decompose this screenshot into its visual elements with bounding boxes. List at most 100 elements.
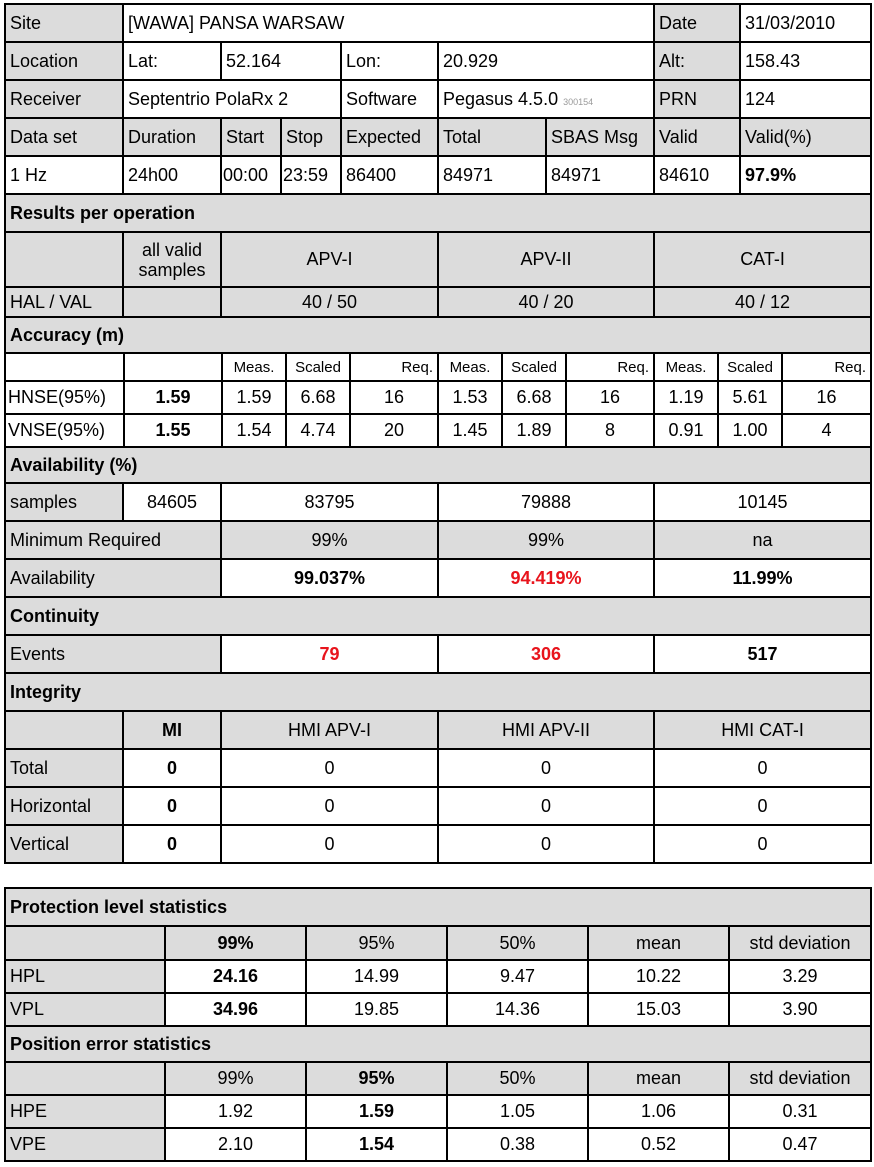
acc-sub-scaled-2: Scaled (501, 355, 567, 379)
integrity-horizontal-mi: 0 (122, 786, 222, 826)
pe-95-header: 95% (305, 1061, 448, 1096)
integrity-corner (4, 710, 124, 750)
accuracy-subheader-row: Meas. Scaled Req. Meas. Scaled Req. Meas… (3, 352, 873, 382)
continuity-section-row: Continuity (3, 596, 873, 636)
prn-value: 124 (739, 79, 873, 119)
events-row: Events 79 306 517 (4, 634, 873, 674)
hnse-apv1-meas: 1.59 (221, 383, 287, 415)
pl-99-header: 99% (164, 925, 307, 961)
duration-value: 24h00 (122, 155, 222, 195)
accuracy-rows-cell: HNSE(95%) 1.59 1.59 6.68 16 1.53 6.68 16… (3, 380, 873, 448)
acc-sub-req-1: Req. (349, 355, 439, 379)
hmi-apv1-header: HMI APV-I (220, 710, 439, 750)
continuity-section-title: Continuity (3, 596, 873, 636)
integrity-total-mi: 0 (122, 748, 222, 788)
hal-val-all (122, 286, 222, 318)
acc-sub-blank-1 (7, 355, 125, 379)
min-required-row: Minimum Required 99% 99% na (4, 520, 873, 560)
duration-header: Duration (122, 117, 222, 157)
hpe-99: 1.92 (164, 1094, 307, 1129)
hal-val-row: HAL / VAL 40 / 50 40 / 20 40 / 12 (4, 286, 873, 318)
op-header-cat1: CAT-I (653, 231, 873, 288)
vpl-95: 19.85 (305, 992, 448, 1027)
events-cat1: 517 (653, 634, 873, 674)
expected-value: 86400 (340, 155, 439, 195)
hpe-50: 1.05 (446, 1094, 589, 1129)
hmi-cat1-header: HMI CAT-I (653, 710, 873, 750)
date-value: 31/03/2010 (739, 3, 873, 43)
availability-section-row: Availability (%) (3, 446, 873, 484)
vpl-99: 34.96 (164, 992, 307, 1027)
integrity-header-row: MI HMI APV-I HMI APV-II HMI CAT-I (4, 710, 873, 750)
sbas-msg-value: 84971 (544, 155, 656, 195)
accuracy-subheader-cell: Meas. Scaled Req. Meas. Scaled Req. Meas… (3, 352, 873, 382)
vpe-mean: 0.52 (587, 1127, 730, 1162)
op-header-apv2: APV-II (436, 231, 656, 288)
receiver-label: Receiver (4, 79, 124, 119)
vpe-95: 1.54 (305, 1127, 448, 1162)
valid-header: Valid (653, 117, 742, 157)
hpl-99: 24.16 (164, 959, 307, 994)
hpe-std: 0.31 (727, 1094, 873, 1129)
date-label: Date (653, 3, 742, 43)
acc-sub-meas-3: Meas. (653, 355, 719, 379)
integrity-vertical-apv2: 0 (436, 824, 656, 864)
vnse-apv2-meas: 1.45 (437, 413, 503, 445)
hpe-row: HPE 1.92 1.59 1.05 1.06 0.31 (4, 1094, 873, 1129)
accuracy-section-row: Accuracy (m) (3, 316, 873, 354)
pl-mean-header: mean (587, 925, 730, 961)
position-section-title: Position error statistics (3, 1025, 873, 1063)
hpl-row: HPL 24.16 14.99 9.47 10.22 3.29 (4, 959, 873, 994)
min-required-apv2: 99% (436, 520, 656, 560)
hnse-cat1-req: 16 (780, 383, 870, 415)
integrity-horizontal-row: Horizontal 0 0 0 0 (4, 786, 873, 826)
pe-99-header: 99% (164, 1061, 307, 1096)
alt-value: 158.43 (739, 41, 873, 81)
statistics-table: Protection level statistics 99% 95% 50% … (3, 887, 873, 1162)
vpe-row: VPE 2.10 1.54 0.38 0.52 0.47 (4, 1127, 873, 1162)
hpl-label: HPL (4, 959, 166, 994)
position-section-row: Position error statistics (3, 1025, 873, 1063)
site-row: Site [WAWA] PANSA WARSAW Date 31/03/2010 (4, 3, 873, 43)
min-required-cat1: na (653, 520, 873, 560)
valid-pct-header: Valid(%) (739, 117, 873, 157)
pe-mean-header: mean (587, 1061, 730, 1096)
operations-header-row: all valid samples APV-I APV-II CAT-I (4, 231, 873, 288)
receiver-value: Septentrio PolaRx 2 (122, 79, 342, 119)
acc-sub-req-3: Req. (780, 355, 870, 379)
hal-val-label: HAL / VAL (4, 286, 124, 318)
vnse-row: VNSE(95%) 1.55 1.54 4.74 20 1.45 1.89 8 … (7, 413, 870, 445)
min-required-label: Minimum Required (4, 520, 222, 560)
hnse-apv2-meas: 1.53 (437, 383, 503, 415)
hpe-label: HPE (4, 1094, 166, 1129)
all-valid-line1: all valid (141, 239, 203, 260)
start-header: Start (220, 117, 282, 157)
valid-pct-value: 97.9% (739, 155, 873, 195)
hal-val-apv2: 40 / 20 (436, 286, 656, 318)
operations-corner (4, 231, 124, 288)
integrity-horizontal-label: Horizontal (4, 786, 124, 826)
op-header-apv1: APV-I (220, 231, 439, 288)
hpl-mean: 10.22 (587, 959, 730, 994)
lat-label: Lat: (122, 41, 222, 81)
vpl-mean: 15.03 (587, 992, 730, 1027)
all-valid-samples-header: all valid samples (122, 231, 222, 288)
min-required-apv1: 99% (220, 520, 439, 560)
samples-row: samples 84605 83795 79888 10145 (4, 482, 873, 522)
vpe-50: 0.38 (446, 1127, 589, 1162)
accuracy-subheader-table: Meas. Scaled Req. Meas. Scaled Req. Meas… (7, 355, 870, 379)
hpe-95: 1.59 (305, 1094, 448, 1129)
vnse-label: VNSE(95%) (7, 413, 125, 445)
hmi-apv2-header: HMI APV-II (436, 710, 656, 750)
acc-sub-scaled-1: Scaled (285, 355, 351, 379)
availability-section-title: Availability (%) (3, 446, 873, 484)
all-valid-line2: samples (138, 259, 206, 280)
vpl-50: 14.36 (446, 992, 589, 1027)
sbas-performance-table: Site [WAWA] PANSA WARSAW Date 31/03/2010… (3, 3, 873, 864)
vpe-label: VPE (4, 1127, 166, 1162)
hal-val-apv1: 40 / 50 (220, 286, 439, 318)
availability-apv1: 99.037% (220, 558, 439, 598)
start-value: 00:00 (220, 155, 282, 195)
samples-apv1: 83795 (220, 482, 439, 522)
dataset-label: Data set (4, 117, 124, 157)
